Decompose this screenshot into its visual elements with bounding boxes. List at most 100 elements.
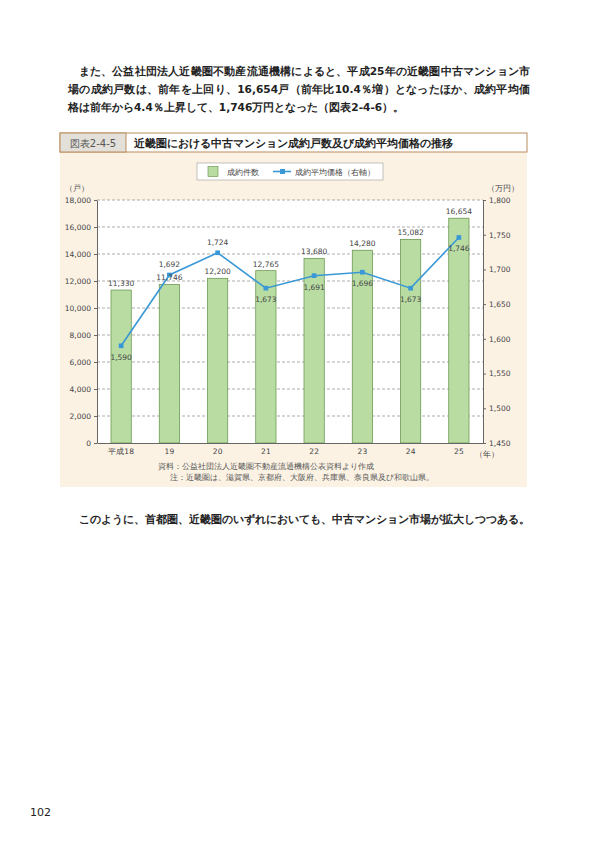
y2-axis: 1,450 1,500 1,550 1,600 1,650 1,700 1,750 1,800 (483, 196, 511, 448)
tick: 24 (406, 443, 416, 456)
note: 資料：公益社団法人近畿圏不動産流通機構公表資料より作成 (158, 462, 374, 471)
tick: 6,000 (70, 358, 97, 367)
tick-label: 20 (213, 447, 223, 456)
tick-label: 12,000 (65, 277, 91, 286)
tick: 18,000 (65, 196, 97, 205)
data-label: 12,765 (253, 260, 279, 269)
tick-label: 10,000 (65, 304, 91, 313)
bar (304, 258, 324, 443)
tick-label: 19 (165, 447, 175, 456)
figure-number-cell (60, 133, 126, 152)
tick-mark (94, 227, 97, 228)
tick-label: 1,750 (489, 231, 511, 240)
line (121, 237, 459, 345)
axis-line (483, 201, 484, 444)
grid-line (97, 308, 483, 309)
axis-line (98, 443, 484, 444)
tick: 22 (309, 443, 319, 456)
legend-swatch (208, 167, 218, 177)
legend: 成約件数 成約平均価格（右軸） (197, 163, 383, 180)
bar (256, 271, 276, 443)
tick-label: 22 (309, 447, 319, 456)
grid-line (97, 416, 483, 417)
tick: 1,500 (483, 404, 511, 413)
axis-title: （戸） (65, 184, 89, 193)
data-label: 1,724 (207, 238, 229, 247)
tick: 10,000 (65, 304, 97, 313)
grid-line (97, 335, 483, 336)
tick-mark (483, 235, 486, 236)
axis-title: （万円） (487, 184, 519, 193)
tick-label: 1,600 (489, 335, 511, 344)
tick-label: 21 (261, 447, 271, 456)
tick-label: 1,550 (489, 369, 511, 378)
grid-line (97, 362, 483, 363)
data-label: 1,691 (303, 283, 325, 292)
tick-mark (94, 416, 97, 417)
tick-label: 14,000 (65, 250, 91, 259)
tick: 4,000 (70, 385, 97, 394)
grid-line (97, 389, 483, 390)
tick: 1,800 (483, 196, 511, 205)
tick: 25 (454, 443, 464, 456)
data-label: 1,590 (110, 353, 132, 362)
tick: 20 (213, 443, 223, 456)
note: 注：近畿圏は、滋賀県、京都府、大阪府、兵庫県、奈良県及び和歌山県。 (170, 473, 434, 482)
tick-mark (94, 362, 97, 363)
tick-label: 24 (406, 447, 416, 456)
figure-header (60, 133, 527, 152)
legend-item: 成約件数 (208, 167, 259, 177)
tick-mark (94, 281, 97, 282)
tick: 12,000 (65, 277, 97, 286)
legend-label: 成約平均価格（右軸） (295, 168, 375, 177)
data-label: 13,680 (301, 247, 327, 256)
tick: 1,550 (483, 369, 511, 378)
tick-label: 0 (86, 439, 91, 448)
tick: 14,000 (65, 250, 97, 259)
tick: 1,600 (483, 335, 511, 344)
data-label: 1,692 (159, 260, 181, 269)
tick-label: 6,000 (70, 358, 92, 367)
axis-title: （年） (475, 450, 499, 459)
tick-mark (483, 269, 486, 270)
grid (97, 200, 483, 416)
tick-mark (483, 304, 486, 305)
bar (159, 284, 179, 443)
plot-background (97, 200, 483, 443)
marker (360, 270, 365, 275)
grid-line (97, 254, 483, 255)
tick-label: 25 (454, 447, 464, 456)
marker (408, 286, 413, 291)
tick: 1,750 (483, 231, 511, 240)
tick-mark (483, 374, 486, 375)
axis-line (97, 201, 98, 444)
tick-label: 2,000 (70, 412, 92, 421)
data-label: 12,200 (205, 267, 231, 276)
data-label: 15,082 (398, 228, 424, 237)
data-label: 11,330 (108, 279, 134, 288)
tick-label: 平成18 (108, 447, 134, 456)
page-number: 102 (30, 806, 51, 819)
tick-label: 1,700 (489, 265, 511, 274)
tick-label: 1,650 (489, 300, 511, 309)
tick-label: 16,000 (65, 223, 91, 232)
marker (215, 250, 220, 255)
tick-mark (483, 339, 486, 340)
tick-label: 1,450 (489, 439, 511, 448)
tick-label: 1,800 (489, 196, 511, 205)
tick-mark (94, 443, 97, 444)
tick-label: 8,000 (70, 331, 92, 340)
tick: 1,650 (483, 300, 511, 309)
chart-title: 近畿圏における中古マンション成約戸数及び成約平均価格の推移 (133, 137, 453, 150)
tick: 21 (261, 443, 271, 456)
tick: 2,000 (70, 412, 97, 421)
data-label: 1,696 (352, 279, 374, 288)
tick-label: 18,000 (65, 196, 91, 205)
tick-mark (94, 335, 97, 336)
tick-mark (94, 200, 97, 201)
tick-mark (94, 389, 97, 390)
tick: 平成18 (108, 443, 134, 456)
marker (264, 286, 269, 291)
tick: 1,700 (483, 265, 511, 274)
tick: 16,000 (65, 223, 97, 232)
